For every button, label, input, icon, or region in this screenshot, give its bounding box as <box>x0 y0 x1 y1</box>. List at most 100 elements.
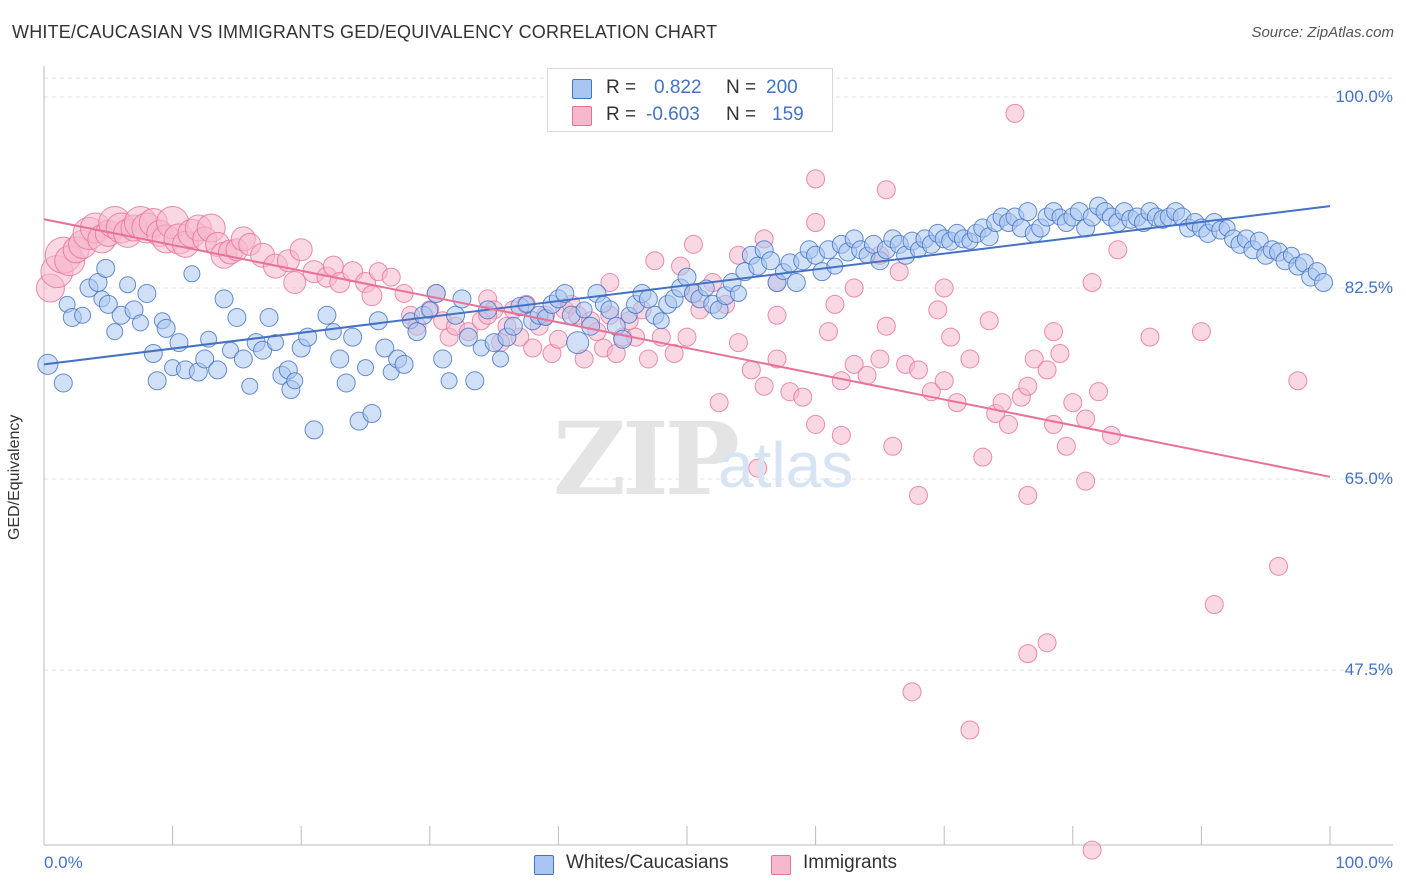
immigrants-point <box>1082 273 1102 293</box>
immigrants-point <box>283 271 307 295</box>
whites-point <box>1018 202 1038 222</box>
immigrants-point <box>1089 382 1109 402</box>
watermark-zip: ZIP <box>553 400 740 518</box>
legend-r-label: R = <box>606 77 637 98</box>
whites-point <box>253 340 273 360</box>
immigrants-point <box>741 360 761 380</box>
whites-point <box>503 316 523 336</box>
legend-row-immigrants: R = -0.603 N = 159 <box>548 101 832 129</box>
immigrants-point <box>1044 414 1064 434</box>
immigrants-point <box>1044 322 1064 342</box>
immigrants-point <box>1005 103 1025 123</box>
bottom-legend-label: Whites/Caucasians <box>566 852 729 873</box>
axes <box>43 66 1393 846</box>
immigrants-point <box>1269 556 1289 576</box>
whites-point <box>336 373 356 393</box>
correlation-legend: R = 0.822 N = 200 R = -0.603 N = 159 <box>547 68 833 132</box>
immigrants-point <box>381 267 401 287</box>
immigrants-point <box>844 354 864 374</box>
chart-title: WHITE/CAUCASIAN VS IMMIGRANTS GED/EQUIVA… <box>12 22 718 42</box>
whites-point <box>357 359 374 377</box>
whites-point <box>343 327 363 347</box>
immigrants-point <box>973 447 993 467</box>
whites-point <box>575 301 593 319</box>
immigrants-point <box>754 376 774 396</box>
whites-point <box>368 311 388 331</box>
legend-swatch-pink <box>572 106 592 126</box>
whites-point <box>131 314 149 332</box>
immigrants-point <box>979 311 999 331</box>
grid-lines <box>44 77 1393 671</box>
whites-point <box>566 331 590 355</box>
legend-r-label: R = <box>606 104 637 125</box>
immigrants-point <box>806 213 826 233</box>
whites-point <box>227 307 247 327</box>
immigrants-point <box>1056 436 1076 456</box>
whites-point <box>195 349 215 369</box>
watermark-atlas: atlas <box>718 429 854 501</box>
immigrants-point <box>1140 327 1160 347</box>
immigrants-point <box>638 349 658 369</box>
immigrants-point <box>960 349 980 369</box>
immigrants-point <box>748 458 768 478</box>
whites-point <box>183 265 201 283</box>
legend-row-whites: R = 0.822 N = 200 <box>548 74 832 102</box>
immigrants-point <box>806 414 826 434</box>
immigrants-point <box>831 425 851 445</box>
immigrants-point <box>361 285 383 307</box>
whites-point <box>324 323 342 341</box>
immigrants-point <box>1204 595 1224 615</box>
legend-r-value: 0.822 <box>654 77 702 98</box>
whites-point <box>652 312 670 330</box>
legend-n-value: 200 <box>766 77 798 98</box>
legend-r-value: -0.603 <box>646 104 700 125</box>
immigrants-point <box>825 294 845 314</box>
immigrants-point <box>1191 322 1211 342</box>
whites-point <box>761 251 781 271</box>
whites-point <box>119 276 137 294</box>
y-tick-label: 82.5% <box>1344 278 1393 297</box>
whites-point <box>677 267 697 287</box>
immigrants-point <box>523 338 543 358</box>
immigrants-point <box>1037 360 1057 380</box>
immigrants-point <box>818 322 838 342</box>
immigrants-point <box>677 327 697 347</box>
whites-point <box>465 371 485 391</box>
immigrants-point <box>645 251 665 271</box>
immigrants-point <box>1082 840 1102 860</box>
whites-point <box>600 300 620 320</box>
whites-points <box>37 196 1334 440</box>
whites-point <box>1314 273 1334 293</box>
immigrants-point <box>709 393 729 413</box>
immigrants-point <box>1063 393 1083 413</box>
whites-point <box>362 404 382 424</box>
whites-point <box>233 349 253 369</box>
whites-point <box>458 327 478 347</box>
whites-trend-line <box>43 205 1331 366</box>
immigrants-point <box>1288 371 1308 391</box>
bottom-legend-swatch-blue <box>534 855 554 875</box>
source-label: Source: ZipAtlas.com <box>1251 24 1394 41</box>
whites-point <box>492 350 510 368</box>
immigrants-point <box>767 349 787 369</box>
whites-point <box>555 283 575 303</box>
immigrants-point <box>1076 409 1096 429</box>
whites-point <box>214 289 234 309</box>
immigrants-point <box>934 371 954 391</box>
whites-point <box>375 338 395 358</box>
trend-lines <box>43 205 1331 478</box>
immigrants-point <box>548 329 568 349</box>
immigrants-point <box>1108 240 1128 260</box>
legend-n-value: 159 <box>772 104 804 125</box>
whites-point <box>786 273 806 293</box>
immigrants-point <box>1050 343 1070 363</box>
immigrants-point <box>941 327 961 347</box>
immigrants-point <box>1018 376 1038 396</box>
whites-point <box>407 322 427 342</box>
y-tick-label: 65.0% <box>1344 469 1393 488</box>
immigrants-point <box>1101 425 1121 445</box>
legend-n-label: N = <box>726 104 757 125</box>
immigrants-point <box>883 436 903 456</box>
bottom-legend-swatch-pink <box>771 855 791 875</box>
